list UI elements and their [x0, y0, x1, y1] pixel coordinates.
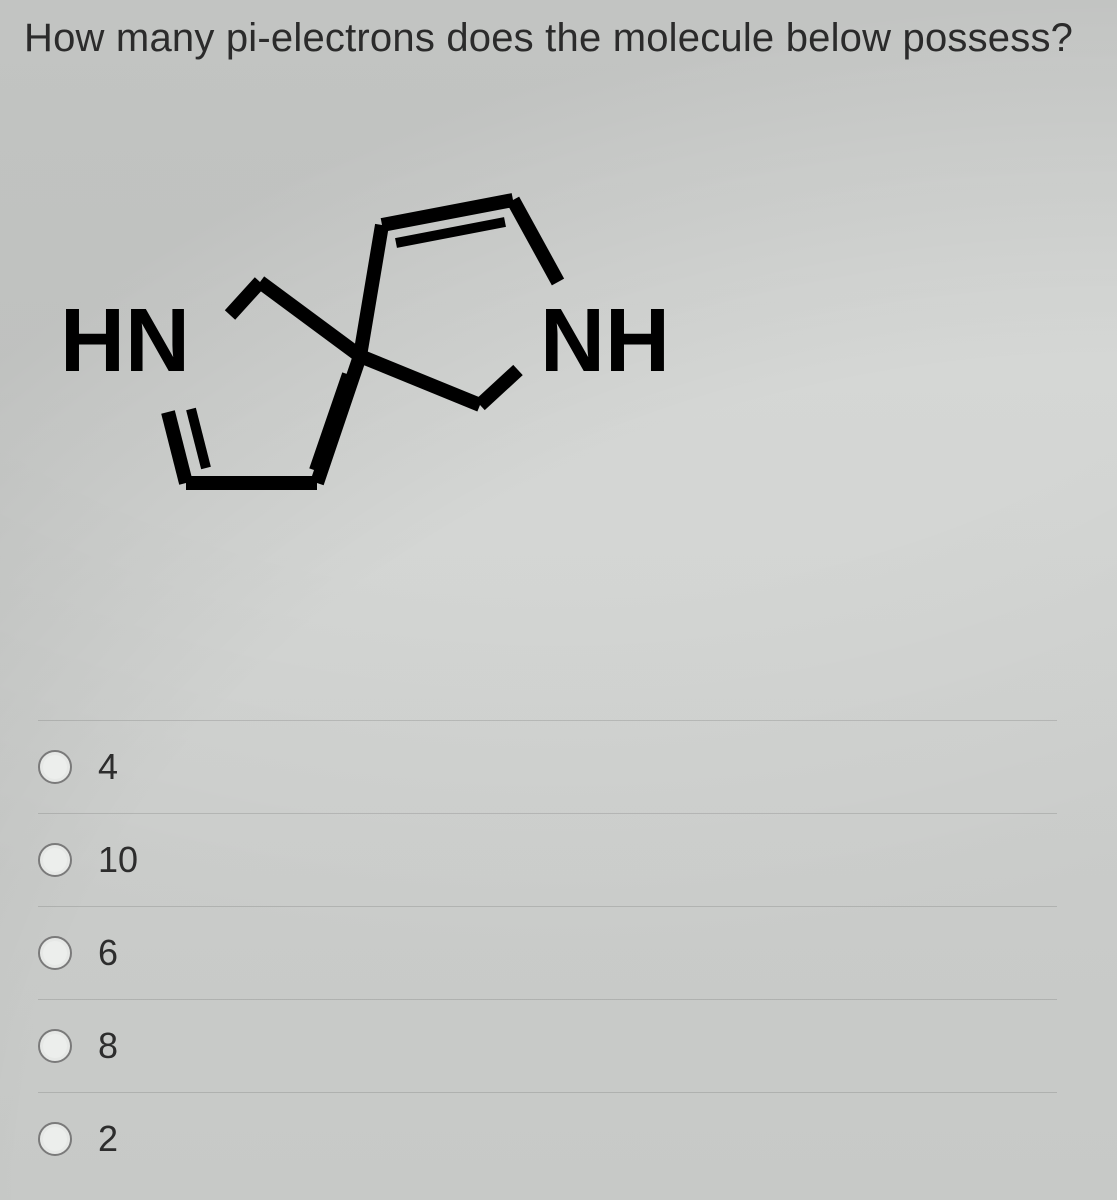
question-text: How many pi-electrons does the molecule …	[24, 16, 1093, 61]
option-label: 8	[98, 1025, 118, 1067]
radio-icon[interactable]	[38, 936, 72, 970]
radio-icon[interactable]	[38, 843, 72, 877]
option-6[interactable]: 6	[38, 906, 1057, 999]
option-4[interactable]: 4	[38, 720, 1057, 813]
quiz-page: How many pi-electrons does the molecule …	[0, 0, 1117, 1200]
option-8[interactable]: 8	[38, 999, 1057, 1092]
option-10[interactable]: 10	[38, 813, 1057, 906]
option-label: 10	[98, 839, 138, 881]
option-label: 4	[98, 746, 118, 788]
option-label: 6	[98, 932, 118, 974]
radio-icon[interactable]	[38, 750, 72, 784]
molecule-diagram: HN NH	[60, 120, 740, 600]
radio-icon[interactable]	[38, 1122, 72, 1156]
answer-options: 4 10 6 8 2	[38, 720, 1057, 1185]
radio-icon[interactable]	[38, 1029, 72, 1063]
molecule-svg	[60, 120, 740, 600]
option-label: 2	[98, 1118, 118, 1160]
option-2[interactable]: 2	[38, 1092, 1057, 1185]
